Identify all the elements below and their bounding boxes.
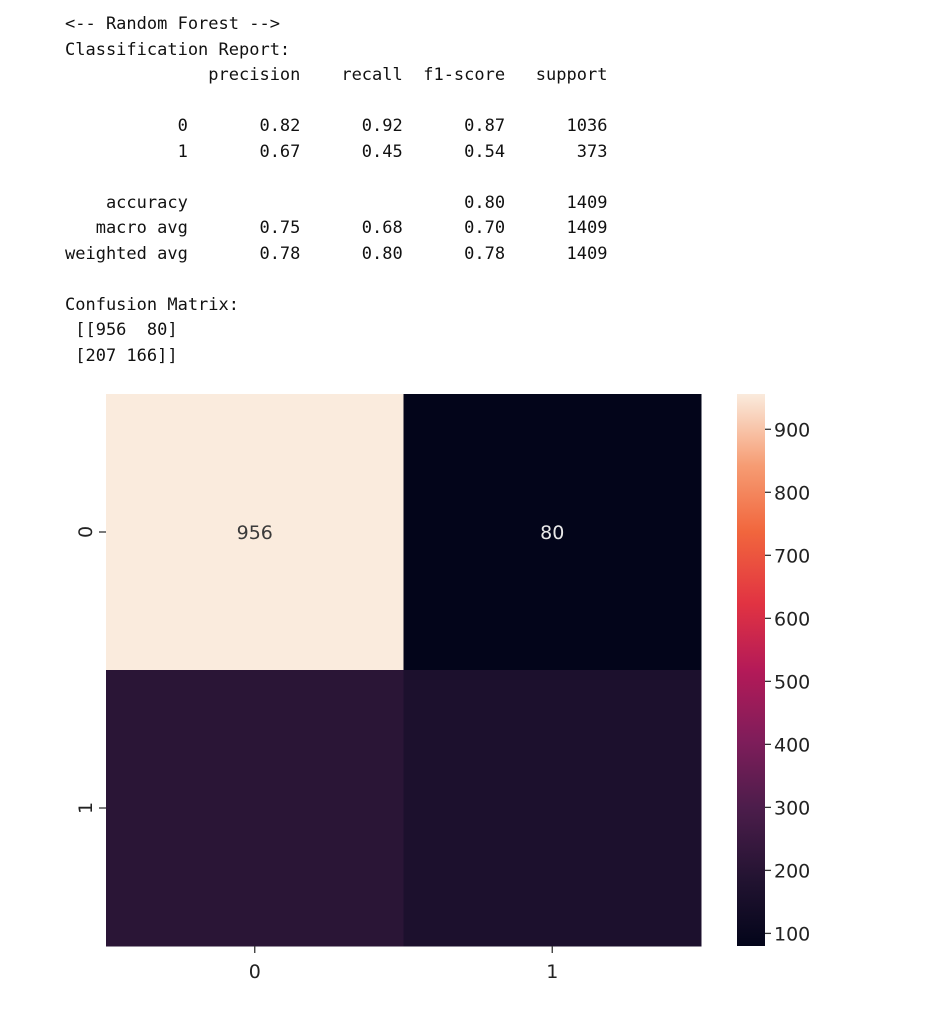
- heatmap-cell: [403, 670, 702, 947]
- report-line: <-- Random Forest -->: [65, 14, 280, 34]
- heatmap-axis-ticks: 0 1 0 1: [75, 526, 558, 983]
- x-tick-label: 0: [249, 961, 261, 983]
- colorbar-tick-label: 300: [774, 797, 810, 819]
- heatmap-cell-label: 80: [540, 522, 564, 544]
- colorbar-tick-label: 900: [774, 419, 810, 441]
- report-line: [[956 80]: [65, 320, 178, 340]
- report-line: Confusion Matrix:: [65, 294, 239, 315]
- colorbar-tick-label: 600: [774, 608, 810, 630]
- heatmap-cell: [106, 394, 404, 671]
- heatmap-cells: [106, 394, 702, 947]
- colorbar-ticks: 100 200 300 400 500 600 700 800 900: [765, 419, 810, 945]
- report-line: 0 0.82 0.92 0.87 1036: [65, 116, 608, 136]
- classification-report: <-- Random Forest --> Classification Repo…: [65, 12, 607, 369]
- report-line: weighted avg 0.78 0.80 0.78 1409: [65, 243, 608, 264]
- heatmap-cell-labels: 956 80: [237, 522, 565, 544]
- colorbar-tick-label: 400: [774, 734, 810, 756]
- colorbar: [737, 394, 765, 946]
- heatmap-cell-label: 956: [237, 522, 273, 544]
- colorbar-tick-label: 100: [774, 923, 810, 945]
- report-line: macro avg 0.75 0.68 0.70 1409: [65, 218, 608, 238]
- heatmap-cell: [403, 394, 702, 671]
- colorbar-tick-label: 800: [774, 482, 810, 504]
- report-line: Classification Report:: [65, 39, 291, 60]
- report-line: precision recall f1-score support: [65, 65, 608, 85]
- report-line: accuracy 0.80 1409: [65, 192, 608, 213]
- colorbar-tick-label: 500: [774, 671, 810, 693]
- y-tick-label: 0: [75, 526, 97, 538]
- report-line: 1 0.67 0.45 0.54 373: [65, 141, 608, 162]
- colorbar-tick-label: 700: [774, 545, 810, 567]
- heatmap-cell: [106, 670, 404, 947]
- x-tick-label: 1: [546, 961, 558, 983]
- colorbar-tick-label: 200: [774, 860, 810, 882]
- report-line: [207 166]]: [65, 345, 178, 366]
- y-tick-label: 1: [75, 802, 97, 814]
